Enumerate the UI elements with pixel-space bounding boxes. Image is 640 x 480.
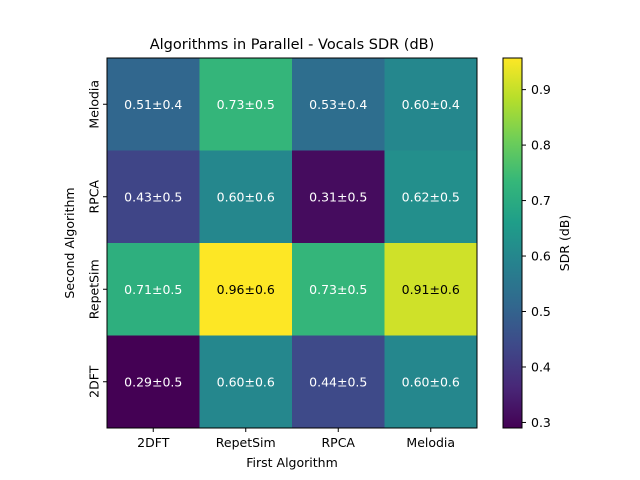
cell-label: 0.29±0.5 xyxy=(124,374,182,389)
cell-label: 0.44±0.5 xyxy=(309,374,367,389)
cell-label: 0.73±0.5 xyxy=(309,282,367,297)
heatmap-cells: 0.51±0.4 0.73±0.5 0.53±0.4 0.60±0.4 0.43±0.5… xyxy=(107,58,478,429)
x-tick-label: RPCA xyxy=(321,435,355,450)
cell-label: 0.53±0.4 xyxy=(309,97,367,112)
heatmap-cell xyxy=(292,150,385,244)
heatmap-cell xyxy=(292,58,385,151)
heatmap-cell xyxy=(384,335,478,429)
cell-label: 0.91±0.6 xyxy=(402,282,460,297)
y-axis-label: Second Algorithm xyxy=(62,187,77,298)
colorbar-tick-label: 0.4 xyxy=(531,359,551,374)
colorbar-tick-label: 0.5 xyxy=(531,304,551,319)
cell-label: 0.60±0.4 xyxy=(402,97,460,112)
heatmap-cell xyxy=(292,243,385,336)
colorbar-tick-label: 0.8 xyxy=(531,138,551,153)
y-tick-label: 2DFT xyxy=(87,365,102,398)
colorbar-tick-label: 0.9 xyxy=(531,82,551,97)
x-tick-label: 2DFT xyxy=(137,435,170,450)
cell-label: 0.73±0.5 xyxy=(217,97,275,112)
x-tick-label: RepetSim xyxy=(216,435,276,450)
cell-label: 0.31±0.5 xyxy=(309,189,367,204)
colorbar-tick-label: 0.6 xyxy=(531,249,551,264)
x-axis-label: First Algorithm xyxy=(246,455,338,470)
cell-label: 0.60±0.6 xyxy=(402,374,460,389)
colorbar-label: SDR (dB) xyxy=(557,215,572,271)
cell-label: 0.43±0.5 xyxy=(124,189,182,204)
x-tick-label: Melodia xyxy=(406,435,455,450)
cell-label: 0.62±0.5 xyxy=(402,189,460,204)
cell-label: 0.71±0.5 xyxy=(124,282,182,297)
cell-label: 0.51±0.4 xyxy=(124,97,182,112)
colorbar-axis: 0.3 0.4 0.5 0.6 0.7 0.8 0.9 xyxy=(522,82,551,430)
y-tick-label: RPCA xyxy=(87,180,102,214)
cell-label: 0.60±0.6 xyxy=(217,374,275,389)
heatmap-cell xyxy=(107,58,200,151)
colorbar-tick-label: 0.3 xyxy=(531,415,551,430)
plot-frame xyxy=(106,57,478,429)
heatmap-cell xyxy=(292,335,385,429)
cell-label: 0.60±0.6 xyxy=(217,189,275,204)
heatmap-cell xyxy=(107,150,200,244)
heatmap-cell xyxy=(199,150,293,244)
y-axis: Melodia RPCA RepetSim 2DFT xyxy=(87,80,107,398)
heatmap-cell xyxy=(384,243,478,336)
heatmap-cell xyxy=(384,150,478,244)
colorbar-tick-label: 0.7 xyxy=(531,193,551,208)
heatmap-cell xyxy=(107,243,200,336)
colorbar xyxy=(502,57,523,429)
y-tick-label: RepetSim xyxy=(87,259,102,319)
y-tick-label: Melodia xyxy=(87,80,102,129)
x-axis: 2DFT RepetSim RPCA Melodia xyxy=(137,428,455,450)
heatmap-cell xyxy=(199,243,293,336)
heatmap-cell xyxy=(199,335,293,429)
cell-label: 0.96±0.6 xyxy=(217,282,275,297)
heatmap-cell xyxy=(199,58,293,151)
heatmap-cell xyxy=(107,335,200,429)
chart-title: Algorithms in Parallel - Vocals SDR (dB) xyxy=(150,37,435,53)
heatmap-cell xyxy=(384,58,478,151)
